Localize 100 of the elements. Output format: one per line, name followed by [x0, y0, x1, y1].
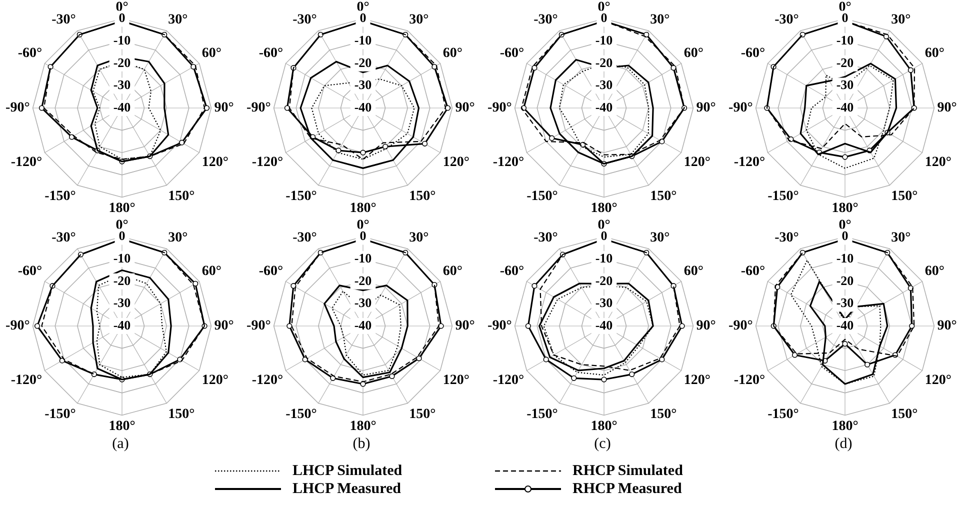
spoke-label: -90° — [6, 318, 30, 334]
spoke-label: -150° — [286, 188, 317, 204]
y-tick-label: -10 — [113, 32, 131, 48]
spoke-label: 150° — [891, 406, 918, 422]
spoke-label: 120° — [924, 155, 952, 170]
y-tick-label: -30 — [595, 295, 613, 310]
spoke-label: -60° — [500, 264, 524, 280]
spoke-label: -30° — [292, 230, 317, 246]
spoke-label: 60° — [202, 46, 222, 62]
y-tick-label: 0 — [842, 10, 848, 26]
y-tick-label: 0 — [600, 10, 608, 26]
y-tick-label: -10 — [836, 250, 854, 266]
legend-label: LHCP Simulated — [292, 462, 402, 480]
spoke-label: 120° — [202, 155, 228, 170]
spoke-label: 180° — [108, 201, 136, 216]
spoke-label: -150° — [44, 188, 76, 204]
legend-label: LHCP Measured — [292, 480, 401, 498]
y-tick-label: 0 — [360, 228, 366, 244]
spoke-label: -120° — [10, 373, 42, 388]
y-tick-label: -30 — [354, 77, 372, 92]
spoke-label: -150° — [526, 406, 558, 422]
y-tick-label: -10 — [836, 32, 854, 48]
y-tick-label: -40 — [113, 317, 131, 332]
y-tick-label: -20 — [836, 272, 854, 288]
y-tick-label: -40 — [354, 317, 372, 332]
spoke-label: 180° — [590, 201, 618, 216]
spoke-label: -120° — [734, 373, 766, 388]
spoke-label: 180° — [590, 419, 618, 434]
spoke-label: 60° — [442, 46, 462, 62]
spoke-label: -30° — [534, 12, 558, 28]
spoke-label: -90° — [488, 100, 512, 116]
spoke-label: -30° — [774, 12, 799, 28]
legend-label: RHCP Measured — [572, 480, 682, 498]
spoke-label: 180° — [832, 201, 858, 216]
spoke-label: 120° — [442, 373, 470, 388]
spoke-label: 30° — [409, 12, 429, 28]
y-tick-label: -10 — [113, 250, 131, 266]
spoke-label: -150° — [44, 406, 76, 422]
spoke-label: -150° — [768, 406, 799, 422]
y-tick-label: -40 — [595, 99, 613, 114]
spoke-label: -120° — [492, 155, 524, 170]
spoke-label: 30° — [650, 230, 670, 246]
y-tick-label: -40 — [836, 99, 854, 114]
y-tick-label: -20 — [595, 272, 613, 288]
y-tick-label: -30 — [595, 77, 613, 92]
spoke-label: 90° — [937, 100, 957, 116]
spoke-label: -30° — [52, 12, 76, 28]
y-tick-label: -30 — [836, 295, 854, 310]
spoke-label: 90° — [455, 100, 475, 116]
spoke-label: 120° — [202, 373, 228, 388]
y-tick-label: -10 — [595, 32, 613, 48]
text: (a) — [111, 436, 130, 452]
spoke-label: 120° — [684, 373, 710, 388]
spoke-label: 60° — [924, 46, 944, 62]
spoke-label: -120° — [734, 155, 766, 170]
spoke-label: -60° — [258, 46, 284, 62]
spoke-label: -90° — [728, 318, 753, 334]
spoke-label: 180° — [108, 419, 136, 434]
y-tick-label: -30 — [354, 295, 372, 310]
y-tick-label: -20 — [113, 54, 131, 70]
spoke-label: -60° — [258, 264, 284, 280]
spoke-label: 150° — [409, 406, 436, 422]
spoke-label: 180° — [350, 201, 376, 216]
spoke-label: 60° — [442, 264, 462, 280]
spoke-label: 30° — [168, 230, 188, 246]
spoke-label: 90° — [696, 318, 716, 334]
spoke-label: 30° — [409, 230, 429, 246]
spoke-label: 90° — [214, 318, 234, 334]
spoke-label: -60° — [740, 264, 766, 280]
spoke-label: 60° — [924, 264, 944, 280]
y-tick-label: -20 — [113, 272, 131, 288]
text: (b) — [352, 436, 372, 452]
spoke-label: 150° — [891, 188, 918, 204]
spoke-label: 30° — [650, 12, 670, 28]
spoke-label: 90° — [937, 318, 957, 334]
spoke-label: 30° — [168, 12, 188, 28]
spoke-label: 60° — [202, 264, 222, 280]
y-tick-label: -40 — [113, 99, 131, 114]
y-tick-label: 0 — [600, 228, 608, 244]
text: (d) — [834, 436, 854, 452]
y-tick-label: -10 — [354, 32, 372, 48]
spoke-label: 90° — [696, 100, 716, 116]
spoke-label: -60° — [500, 46, 524, 62]
spoke-label: -90° — [246, 318, 271, 334]
legend-label: RHCP Simulated — [572, 462, 683, 480]
spoke-label: -30° — [52, 230, 76, 246]
y-tick-label: -20 — [354, 54, 372, 70]
spoke-label: 180° — [832, 419, 858, 434]
y-tick-label: -30 — [113, 295, 131, 310]
spoke-label: -60° — [18, 264, 42, 280]
spoke-label: -30° — [292, 12, 317, 28]
spoke-label: 150° — [650, 188, 677, 204]
spoke-label: -90° — [728, 100, 753, 116]
spoke-label: -120° — [10, 155, 42, 170]
spoke-label: -90° — [246, 100, 271, 116]
spoke-label: -30° — [534, 230, 558, 246]
spoke-label: 150° — [168, 406, 195, 422]
y-tick-label: -10 — [354, 250, 372, 266]
y-tick-label: -40 — [836, 317, 854, 332]
spoke-label: 150° — [409, 188, 436, 204]
